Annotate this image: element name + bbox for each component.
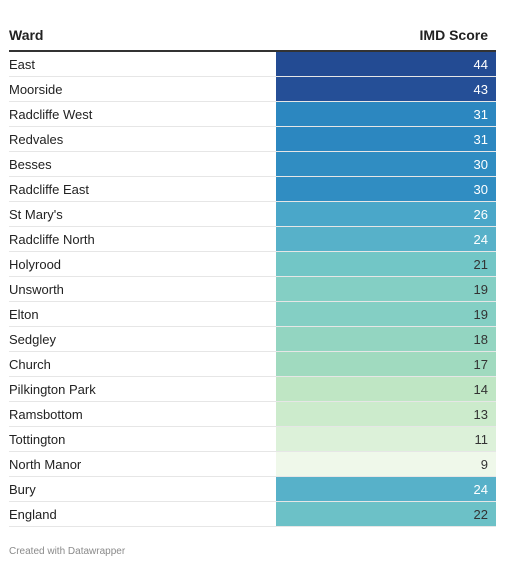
table-row: Elton 19: [9, 302, 496, 327]
table-row: Tottington 11: [9, 427, 496, 452]
table-row: Redvales 31: [9, 127, 496, 152]
ward-name-cell: Moorside: [9, 82, 63, 97]
ward-name-cell: Sedgley: [9, 332, 56, 347]
footer-credit: Created with Datawrapper: [9, 546, 126, 557]
table-row: Holyrood 21: [9, 252, 496, 277]
header-ward: Ward: [9, 26, 44, 43]
table-row: North Manor 9: [9, 452, 496, 477]
ward-name-cell: Ramsbottom: [9, 407, 83, 422]
table-header: Ward IMD Score: [9, 19, 496, 52]
ward-name-cell: Pilkington Park: [9, 382, 96, 397]
imd-score-cell: 31: [276, 127, 496, 151]
table-row: Besses 30: [9, 152, 496, 177]
imd-score-cell: 19: [276, 277, 496, 301]
ward-name-cell: Besses: [9, 157, 52, 172]
imd-table: Ward IMD Score East 44 Moorside 43 Radcliffe…: [9, 19, 496, 527]
imd-score-cell: 31: [276, 102, 496, 126]
ward-name-cell: Tottington: [9, 432, 66, 447]
imd-score-cell: 14: [276, 377, 496, 401]
table-row: Radcliffe West 31: [9, 102, 496, 127]
ward-name-cell: Unsworth: [9, 282, 64, 297]
imd-score-cell: 26: [276, 202, 496, 226]
imd-score-cell: 30: [276, 152, 496, 176]
ward-name-cell: St Mary's: [9, 207, 63, 222]
ward-name-cell: England: [9, 507, 57, 522]
ward-name-cell: Radcliffe West: [9, 107, 93, 122]
imd-score-cell: 18: [276, 327, 496, 351]
imd-score-cell: 24: [276, 227, 496, 251]
ward-name-cell: Redvales: [9, 132, 64, 147]
table-row: St Mary's 26: [9, 202, 496, 227]
table-row: Sedgley 18: [9, 327, 496, 352]
ward-name-cell: Holyrood: [9, 257, 62, 272]
ward-name-cell: Radcliffe East: [9, 182, 89, 197]
imd-score-cell: 30: [276, 177, 496, 201]
table-row: Pilkington Park 14: [9, 377, 496, 402]
header-imd-score: IMD Score: [419, 26, 488, 43]
imd-score-cell: 24: [276, 477, 496, 501]
ward-name-cell: North Manor: [9, 457, 82, 472]
imd-score-cell: 22: [276, 502, 496, 526]
imd-score-cell: 44: [276, 52, 496, 76]
imd-score-cell: 17: [276, 352, 496, 376]
table-row: Radcliffe North 24: [9, 227, 496, 252]
table-row: Church 17: [9, 352, 496, 377]
imd-score-cell: 9: [276, 452, 496, 476]
table-row: East 44: [9, 52, 496, 77]
table-row: Ramsbottom 13: [9, 402, 496, 427]
table-row: Moorside 43: [9, 77, 496, 102]
table-body: East 44 Moorside 43 Radcliffe West 31 Redvales…: [9, 52, 496, 527]
table-row: Bury 24: [9, 477, 496, 502]
table-row: Unsworth 19: [9, 277, 496, 302]
table-row: Radcliffe East 30: [9, 177, 496, 202]
imd-score-cell: 43: [276, 77, 496, 101]
table-row: England 22: [9, 502, 496, 527]
imd-score-cell: 21: [276, 252, 496, 276]
ward-name-cell: Church: [9, 357, 51, 372]
ward-name-cell: Elton: [9, 307, 39, 322]
imd-score-cell: 13: [276, 402, 496, 426]
ward-name-cell: Radcliffe North: [9, 232, 95, 247]
ward-name-cell: East: [9, 57, 36, 72]
imd-score-cell: 19: [276, 302, 496, 326]
ward-name-cell: Bury: [9, 482, 36, 497]
imd-score-cell: 11: [276, 427, 496, 451]
